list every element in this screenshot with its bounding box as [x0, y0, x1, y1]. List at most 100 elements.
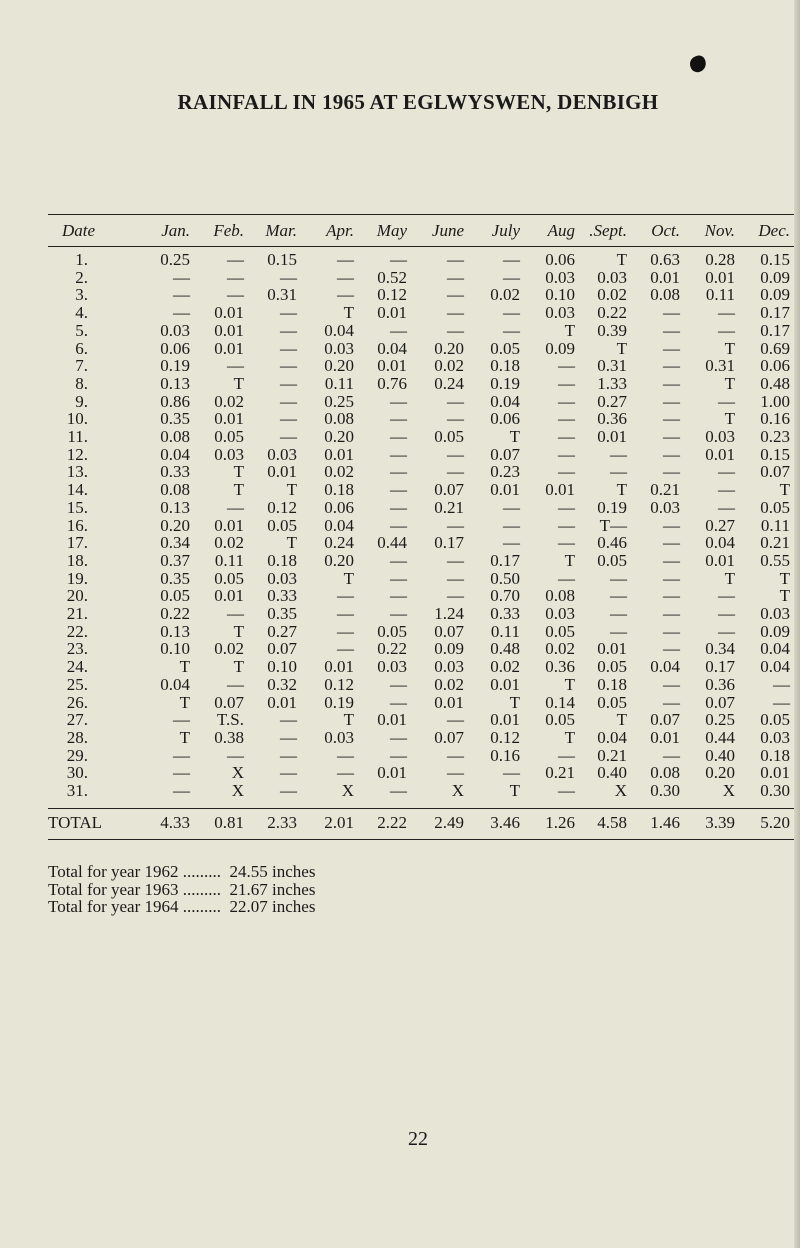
value-cell: —	[663, 586, 680, 606]
value-cell: 0.04	[377, 338, 407, 358]
value-cell: 0.09	[434, 639, 464, 659]
value-cell: —	[390, 444, 407, 464]
value-cell: —	[663, 338, 680, 358]
value-cell: 0.24	[434, 373, 464, 393]
value-cell: 0.31	[705, 356, 735, 376]
value-cell: 0.22	[597, 303, 627, 323]
value-cell: 0.04	[490, 391, 520, 411]
value-cell: —	[663, 621, 680, 641]
value-cell: 0.03	[160, 320, 190, 340]
value-cell: T	[233, 621, 244, 641]
value-cell: —	[558, 391, 575, 411]
value-cell: 0.05	[267, 515, 297, 535]
value-cell: —	[447, 515, 464, 535]
table-row: 12. 0.04 0.03 0.03 0.01 — — 0.07 — — — 0.01 0.15	[0, 444, 800, 464]
value-cell: 0.33	[267, 586, 297, 606]
value-cell: 0.01	[705, 550, 735, 570]
value-cell: —	[280, 267, 297, 287]
value-cell: 2.49	[434, 813, 464, 832]
value-cell: 0.17	[490, 550, 520, 570]
value-cell: 0.38	[214, 727, 244, 747]
value-cell: —	[227, 250, 244, 269]
value-cell: 0.07	[760, 462, 790, 482]
value-cell: —	[663, 373, 680, 393]
value-cell: —	[337, 267, 354, 287]
value-cell: T	[509, 692, 520, 712]
value-cell: 0.30	[760, 781, 790, 800]
value-cell: —	[610, 462, 627, 482]
date-cell: Date	[62, 221, 96, 240]
value-cell: T—	[599, 515, 627, 535]
value-cell: 0.32	[267, 674, 297, 694]
value-cell: 0.25	[324, 391, 354, 411]
value-cell: 0.08	[650, 285, 680, 305]
value-cell: 0.27	[267, 621, 297, 641]
value-cell: T	[343, 303, 354, 323]
value-cell: 0.25	[705, 710, 735, 730]
value-cell: —	[447, 745, 464, 765]
table-row: 16. 0.20 0.01 0.05 0.04 — — — — T— — 0.27 0.11	[0, 515, 800, 535]
value-cell: —	[447, 391, 464, 411]
value-cell: 0.01	[490, 674, 520, 694]
total-row: TOTAL 4.33 0.81 2.33 2.01 2.22 2.49 3.46 1.26 4.5…	[0, 814, 800, 832]
value-cell: —	[558, 373, 575, 393]
value-cell: Apr.	[326, 221, 354, 240]
value-cell: —	[280, 303, 297, 323]
table-row: 29. — — — — — — 0.16 — 0.21 — 0.40 0.18	[0, 745, 800, 765]
table-top-rule	[48, 214, 794, 215]
value-cell: 0.07	[434, 480, 464, 500]
value-cell: 0.02	[434, 356, 464, 376]
date-cell: 26.	[66, 692, 88, 712]
value-cell: 0.04	[705, 533, 735, 553]
year-total-value: 24.55 inches	[229, 862, 316, 881]
value-cell: 0.46	[597, 533, 627, 553]
value-cell: 0.01	[214, 515, 244, 535]
value-cell: T	[233, 462, 244, 482]
value-cell: —	[558, 427, 575, 446]
value-cell: T	[286, 480, 297, 500]
value-cell: 0.03	[267, 568, 297, 588]
value-cell: —	[390, 604, 407, 623]
value-cell: 0.35	[160, 409, 190, 429]
value-cell: —	[558, 409, 575, 429]
value-cell: 3.46	[490, 813, 520, 832]
value-cell: 0.33	[160, 462, 190, 482]
value-cell: —	[337, 763, 354, 783]
table-row: 2. — — — — 0.52 — — 0.03 0.03 0.01 0.01 0.09	[0, 267, 800, 287]
value-cell: —	[447, 550, 464, 570]
value-cell: T	[564, 320, 575, 340]
value-cell: 0.05	[545, 621, 575, 641]
value-cell: 0.30	[650, 781, 680, 800]
date-cell: 17.	[66, 533, 88, 553]
value-cell: 0.07	[267, 639, 297, 659]
value-cell: 0.24	[324, 533, 354, 553]
value-cell: 0.01	[650, 727, 680, 747]
value-cell: 0.52	[377, 267, 407, 287]
value-cell: —	[610, 604, 627, 623]
value-cell: —	[280, 427, 297, 446]
year-total-label: Total for year 1962	[48, 862, 179, 881]
value-cell: T	[779, 480, 790, 500]
value-cell: 0.69	[760, 338, 790, 358]
value-cell: 0.11	[214, 550, 244, 570]
year-total-value: 21.67 inches	[229, 879, 316, 899]
value-cell: 0.02	[597, 285, 627, 305]
value-cell: —	[718, 303, 735, 323]
value-cell: —	[503, 515, 520, 535]
value-cell: 0.03	[324, 727, 354, 747]
value-cell: 3.39	[705, 813, 735, 832]
year-total-label: Total for year 1963	[48, 879, 179, 899]
value-cell: —	[173, 763, 190, 783]
value-cell: 0.21	[650, 480, 680, 500]
value-cell: —	[173, 285, 190, 305]
value-cell: 0.02	[545, 639, 575, 659]
value-cell: —	[663, 427, 680, 446]
value-cell: —	[558, 568, 575, 588]
value-cell: 0.05	[214, 568, 244, 588]
value-cell: 0.50	[490, 568, 520, 588]
table-row: 27. — T.S. — T 0.01 — 0.01 0.05 T 0.07 0.25 0.05	[0, 711, 800, 729]
value-cell: 0.11	[705, 285, 735, 305]
value-cell: —	[503, 320, 520, 340]
value-cell: T	[724, 568, 735, 588]
value-cell: T	[509, 781, 520, 800]
